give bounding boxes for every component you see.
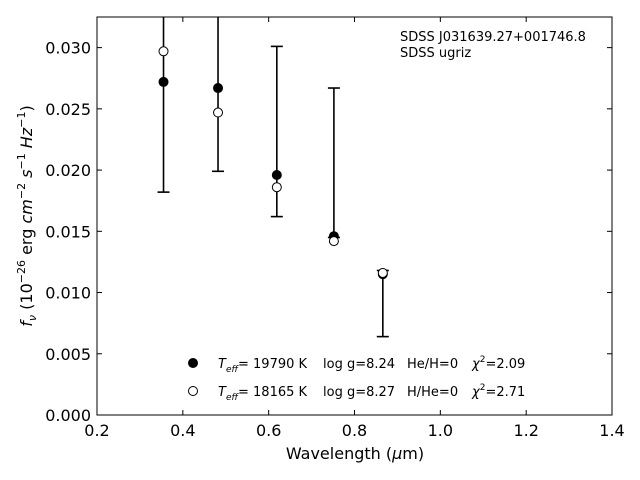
- legend-marker-open: [188, 386, 198, 396]
- observed-point: [158, 76, 169, 87]
- observed-point: [213, 83, 224, 94]
- x-tick-label: 0.2: [84, 421, 109, 440]
- x-axis-label: Wavelength (μm): [286, 444, 424, 463]
- y-axis-label: fν (10−26 erg cm−2 s−1 Hz−1): [15, 105, 39, 326]
- y-tick-label: 0.015: [45, 222, 91, 241]
- y-tick-label: 0.000: [45, 406, 91, 425]
- annotation-line-1: SDSS J031639.27+001746.8: [400, 30, 586, 45]
- plot-marks: [157, 17, 389, 338]
- x-tick-label: 1.0: [428, 421, 453, 440]
- x-axis-ticks: 0.2 0.4 0.6 0.8 1.0 1.2 1.4: [84, 17, 625, 440]
- x-tick-label: 0.8: [342, 421, 367, 440]
- y-tick-label: 0.025: [45, 100, 91, 119]
- model-point: [158, 46, 169, 57]
- observed-point: [271, 169, 282, 180]
- x-tick-label: 1.2: [513, 421, 538, 440]
- annotation-line-2: SDSS ugriz: [400, 46, 471, 61]
- model-point: [328, 236, 339, 247]
- y-tick-label: 0.010: [45, 284, 91, 303]
- model-point: [377, 267, 388, 278]
- y-axis-ticks: 0.000 0.005 0.010 0.015 0.020 0.025 0.030: [45, 39, 612, 425]
- x-tick-label: 0.4: [170, 421, 195, 440]
- model-point: [271, 182, 282, 193]
- plot-frame: [96, 16, 613, 416]
- x-tick-label: 1.4: [599, 421, 624, 440]
- y-tick-label: 0.030: [45, 39, 91, 58]
- y-tick-label: 0.020: [45, 161, 91, 180]
- y-tick-label: 0.005: [45, 345, 91, 364]
- legend-marker-filled: [188, 358, 198, 368]
- x-tick-label: 0.6: [256, 421, 281, 440]
- model-point: [213, 107, 224, 118]
